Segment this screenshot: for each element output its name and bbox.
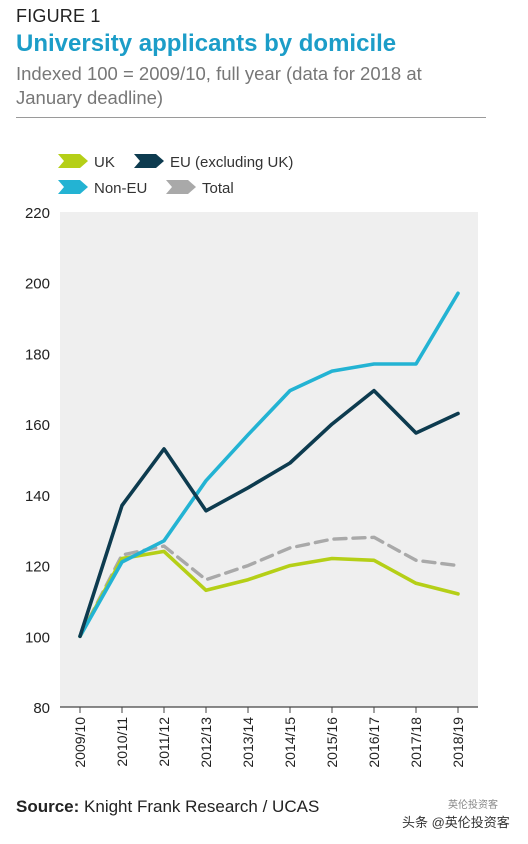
x-tick-label: 2009/10 bbox=[72, 717, 88, 768]
y-tick-label: 100 bbox=[25, 629, 50, 646]
chart-subtitle: Indexed 100 = 2009/10, full year (data f… bbox=[16, 63, 422, 108]
watermark: 头条 @英伦投资客 bbox=[402, 815, 510, 830]
source-text: Knight Frank Research / UCAS bbox=[84, 797, 320, 816]
line-chart: 80 100 120 140 160 180 200 220 2009/10 2010/11 201… bbox=[25, 154, 478, 768]
legend-label-eu: EU (excluding UK) bbox=[170, 154, 293, 171]
x-tick-label: 2013/14 bbox=[240, 717, 256, 768]
watermark-small: 英伦投资客 bbox=[448, 800, 498, 811]
y-tick-label: 120 bbox=[25, 559, 50, 576]
series-line-noneu bbox=[78, 291, 460, 639]
legend-swatch-uk bbox=[58, 154, 88, 168]
series-line-eu bbox=[78, 388, 460, 639]
y-tick-label: 80 bbox=[33, 700, 50, 717]
legend-swatch-total bbox=[166, 180, 196, 194]
y-tick-label: 180 bbox=[25, 346, 50, 363]
legend-swatch-eu bbox=[134, 154, 164, 168]
source-label: Source: bbox=[16, 797, 80, 816]
y-tick-label: 160 bbox=[25, 417, 50, 434]
source-note: Source: Knight Frank Research / UCAS bbox=[16, 797, 319, 817]
legend-label-uk: UK bbox=[94, 154, 115, 171]
series-line-uk bbox=[78, 549, 460, 639]
y-tick-label: 220 bbox=[25, 205, 50, 222]
chart-title: University applicants by domicile bbox=[16, 30, 397, 57]
legend-label-total: Total bbox=[202, 180, 234, 197]
y-tick-label: 140 bbox=[25, 488, 50, 505]
x-tick-label: 2017/18 bbox=[408, 717, 424, 768]
x-tick-label: 2015/16 bbox=[324, 717, 340, 768]
x-tick-label: 2010/11 bbox=[114, 717, 130, 767]
legend-label-noneu: Non-EU bbox=[94, 180, 147, 197]
x-tick-label: 2011/12 bbox=[156, 717, 172, 767]
x-tick-label: 2016/17 bbox=[366, 717, 382, 768]
legend-swatch-noneu bbox=[58, 180, 88, 194]
x-tick-label: 2018/19 bbox=[450, 717, 466, 768]
y-tick-label: 200 bbox=[25, 276, 50, 293]
title-divider bbox=[16, 117, 486, 118]
x-tick-label: 2014/15 bbox=[282, 717, 298, 768]
plot-area bbox=[60, 212, 478, 707]
x-tick-label: 2012/13 bbox=[198, 717, 214, 768]
figure-label: FIGURE 1 bbox=[16, 6, 101, 26]
